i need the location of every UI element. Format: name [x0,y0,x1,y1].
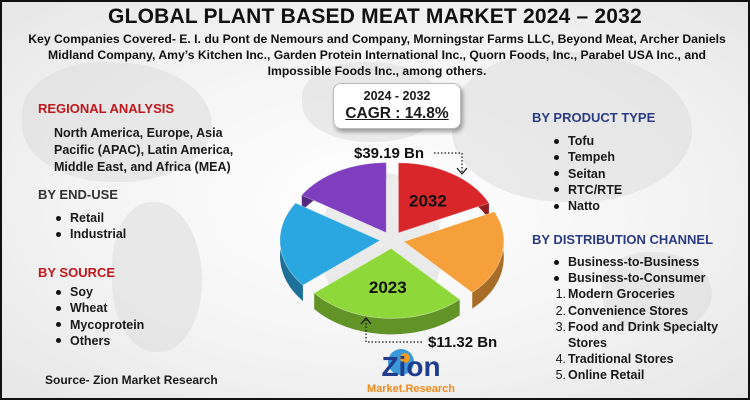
pie-slice [313,247,461,319]
list-item-label: Online Retail [568,367,645,382]
pie-annotations-group: $39.19 Bn $11.32 Bn [354,145,497,351]
list-item-number: 3. [555,319,566,334]
bullet-icon [554,138,559,144]
zion-logo: Zion Market.Research [351,344,471,398]
map-north-america [22,62,212,182]
source-list: Soy Wheat Mycoprotein Others [54,284,144,349]
pie-slice-side [472,211,504,309]
arrow-down-icon [456,167,468,175]
bullet-icon [554,187,559,193]
list-item: Wheat [54,300,144,316]
list-item: Business-to-Consumer [552,270,742,286]
list-item-label: Soy [70,285,93,299]
list-item: 5. Online Retail [552,367,742,383]
bullet-icon [554,275,559,281]
list-item: Seitan [552,166,622,182]
pie-slice-label: 2023 [369,278,407,297]
logo-tagline: Market.Research [367,383,455,395]
list-item: Natto [552,198,622,214]
list-item-label: Convenience Stores [568,303,689,318]
annotation-2032-value: $39.19 Bn [354,145,424,162]
annotation-leader-line [365,320,422,343]
distribution-list: Business-to-Business Business-to-Consume… [552,254,742,383]
list-item-number: 4. [555,351,566,366]
list-item-label: Retail [70,211,105,225]
list-item-number: 2. [555,303,566,318]
distribution-heading: BY DISTRIBUTION CHANNEL [532,232,714,247]
list-item: Tempeh [552,149,622,165]
annotation-leader-line [434,152,463,172]
list-item-number: 1. [555,287,566,302]
list-item: Retail [54,210,126,226]
list-item: Soy [54,284,144,300]
product-type-heading: BY PRODUCT TYPE [532,110,656,125]
list-item: RTC/RTE [552,182,622,198]
source-heading: BY SOURCE [38,265,116,280]
zion-logo-mark: Zion Market.Research [367,349,455,395]
list-item-label: Natto [568,199,600,214]
logo-word: Zion [381,351,440,382]
pie-slice [398,162,490,234]
list-item-label: Others [70,333,111,348]
regional-heading: REGIONAL ANALYSIS [38,101,175,116]
bullet-icon [554,259,559,265]
pie-top-group [279,162,505,319]
end-use-heading: BY END-USE [38,187,118,202]
pie-slice-label: 2032 [409,191,447,210]
list-item-label: Tofu [568,134,595,148]
list-item: 4. Traditional Stores [552,351,742,367]
list-item-label: Mycoprotein [70,317,145,332]
logo-dot-icon [400,353,410,363]
list-item-label: Tempeh [568,150,615,165]
map-australia [602,252,712,332]
cagr-period: 2024 - 2032 [363,89,431,103]
list-item-label: Food and Drink Specialty Stores [568,319,719,350]
annotation-2023-value: $11.32 Bn [428,334,497,351]
pie-slice [279,202,381,286]
list-item: 1. Modern Groceries [552,286,742,302]
bullet-icon [56,322,61,328]
list-item: Business-to-Business [552,254,742,270]
list-item-number: 5. [555,367,566,382]
list-item-label: Traditional Stores [568,351,674,366]
list-item: Mycoprotein [54,317,144,333]
regional-text: North America, Europe, Asia Pacific (APA… [54,126,234,174]
bullet-icon [554,154,559,160]
list-item-label: RTC/RTE [568,182,623,197]
pie-labels-group: 2032 2023 [369,191,447,296]
page-title: GLOBAL PLANT BASED MEAT MARKET 2024 – 20… [108,5,642,28]
bullet-icon [56,215,61,221]
list-item-label: Seitan [568,166,606,181]
end-use-list: Retail Industrial [54,210,126,243]
bullet-icon [56,305,61,311]
cagr-box: 2024 - 2032 CAGR : 14.8% [333,83,461,129]
map-south-america [112,202,202,352]
pie-slice [301,162,387,234]
list-item: Others [54,333,144,349]
bullet-icon [56,231,61,237]
list-item-label: Business-to-Consumer [568,271,706,286]
arrow-up-icon [360,317,372,325]
list-item-label: Modern Groceries [568,287,675,302]
pie-slice-side [314,293,460,335]
bullet-icon [554,171,559,177]
product-type-list: Tofu Tempeh Seitan RTC/RTE Natto [552,133,622,214]
list-item: Tofu [552,133,622,149]
bullet-icon [554,203,559,209]
list-item-label: Industrial [70,227,127,242]
list-item: 3. Food and Drink Specialty Stores [552,319,742,351]
page-subtitle: Key Companies Covered- E. I. du Pont de … [28,32,726,78]
list-item: 2. Convenience Stores [552,303,742,319]
list-item: Industrial [54,226,126,242]
list-item-label: Wheat [70,301,108,316]
map-asia [452,52,692,202]
bullet-icon [56,338,61,344]
list-item-label: Business-to-Business [568,255,700,269]
cagr-value: CAGR : 14.8% [345,105,449,122]
source-note: Source- Zion Market Research [45,373,218,387]
pie-slice [402,211,505,294]
bullet-icon [56,289,61,295]
